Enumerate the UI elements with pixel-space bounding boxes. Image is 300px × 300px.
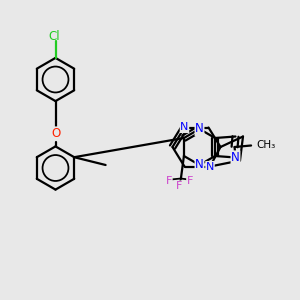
- Text: CH₃: CH₃: [256, 140, 276, 151]
- Text: N: N: [206, 161, 214, 172]
- Text: N: N: [231, 151, 240, 164]
- Text: O: O: [51, 127, 60, 140]
- Text: F: F: [176, 181, 183, 191]
- Text: N: N: [195, 122, 204, 136]
- Text: Cl: Cl: [48, 29, 60, 43]
- Text: N: N: [180, 122, 189, 133]
- Text: F: F: [166, 176, 172, 186]
- Text: N: N: [195, 158, 204, 172]
- Text: F: F: [187, 176, 193, 186]
